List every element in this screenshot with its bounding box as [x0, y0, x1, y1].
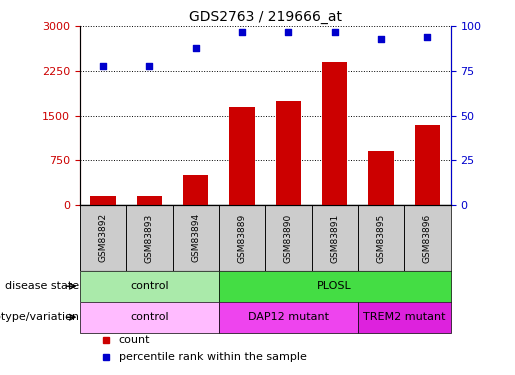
- Text: genotype/variation: genotype/variation: [0, 312, 79, 322]
- Bar: [312, 205, 358, 271]
- Bar: [90, 196, 116, 205]
- Text: count: count: [119, 336, 150, 345]
- Text: GSM83892: GSM83892: [98, 213, 108, 262]
- Bar: [219, 302, 358, 333]
- Bar: [80, 271, 219, 302]
- Text: GSM83889: GSM83889: [237, 213, 247, 262]
- Bar: [136, 196, 162, 205]
- Bar: [358, 302, 451, 333]
- Point: [284, 28, 293, 34]
- Text: GSM83891: GSM83891: [330, 213, 339, 262]
- Bar: [183, 176, 209, 205]
- Bar: [80, 302, 219, 333]
- Point: [331, 28, 339, 34]
- Bar: [126, 205, 173, 271]
- Bar: [358, 205, 404, 271]
- Bar: [415, 124, 440, 205]
- Text: TREM2 mutant: TREM2 mutant: [363, 312, 445, 322]
- Bar: [219, 205, 265, 271]
- Text: control: control: [130, 281, 168, 291]
- Bar: [276, 101, 301, 205]
- Text: GSM83890: GSM83890: [284, 213, 293, 262]
- Title: GDS2763 / 219666_at: GDS2763 / 219666_at: [188, 10, 342, 24]
- Text: GSM83893: GSM83893: [145, 213, 154, 262]
- Bar: [265, 205, 312, 271]
- Bar: [219, 271, 451, 302]
- Text: DAP12 mutant: DAP12 mutant: [248, 312, 329, 322]
- Text: control: control: [130, 312, 168, 322]
- Point: [99, 63, 107, 69]
- Text: PLOSL: PLOSL: [317, 281, 352, 291]
- Point: [192, 45, 200, 51]
- Point: [145, 63, 153, 69]
- Text: GSM83896: GSM83896: [423, 213, 432, 262]
- Text: disease state: disease state: [5, 281, 79, 291]
- Point: [238, 28, 246, 34]
- Text: GSM83895: GSM83895: [376, 213, 386, 262]
- Bar: [404, 205, 451, 271]
- Point: [377, 36, 385, 42]
- Text: GSM83894: GSM83894: [191, 213, 200, 262]
- Bar: [80, 205, 126, 271]
- Bar: [229, 107, 255, 205]
- Point: [423, 34, 432, 40]
- Bar: [368, 152, 394, 205]
- Bar: [173, 205, 219, 271]
- Bar: [322, 62, 348, 205]
- Text: percentile rank within the sample: percentile rank within the sample: [119, 352, 306, 362]
